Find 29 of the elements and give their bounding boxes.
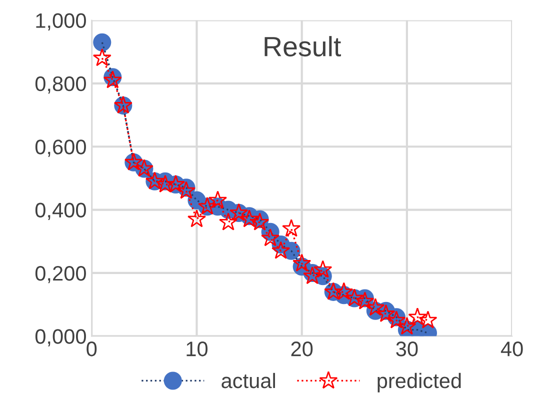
point: [282, 219, 301, 237]
x-tick-label: 0: [86, 342, 97, 356]
point: [272, 241, 290, 259]
y-tick-label: 0,600: [35, 140, 86, 157]
point: [208, 190, 228, 208]
point: [418, 310, 438, 328]
point: [218, 212, 238, 230]
x-tick-label: 40: [500, 342, 523, 356]
point: [334, 282, 354, 300]
y-tick-label: 0,800: [35, 76, 86, 94]
point: [314, 260, 332, 278]
y-tick-label: 0,000: [35, 329, 86, 346]
point: [292, 254, 312, 272]
x-tick-label: 30: [396, 342, 418, 356]
point: [398, 316, 416, 335]
legend-label: actual: [222, 372, 275, 388]
point: [92, 48, 112, 66]
chart-title: Result: [264, 36, 342, 56]
point: [366, 298, 385, 316]
point: [93, 33, 112, 52]
y-tick-label: 0,200: [35, 266, 86, 284]
y-tick-label: 1,000: [36, 13, 86, 30]
legend-label: predicted: [378, 372, 461, 392]
x-tick-label: 20: [291, 342, 313, 356]
point: [261, 228, 280, 246]
point: [408, 307, 427, 326]
point: [187, 210, 206, 228]
y-tick-label: 0,400: [35, 202, 86, 220]
x-tick-label: 10: [186, 342, 208, 356]
